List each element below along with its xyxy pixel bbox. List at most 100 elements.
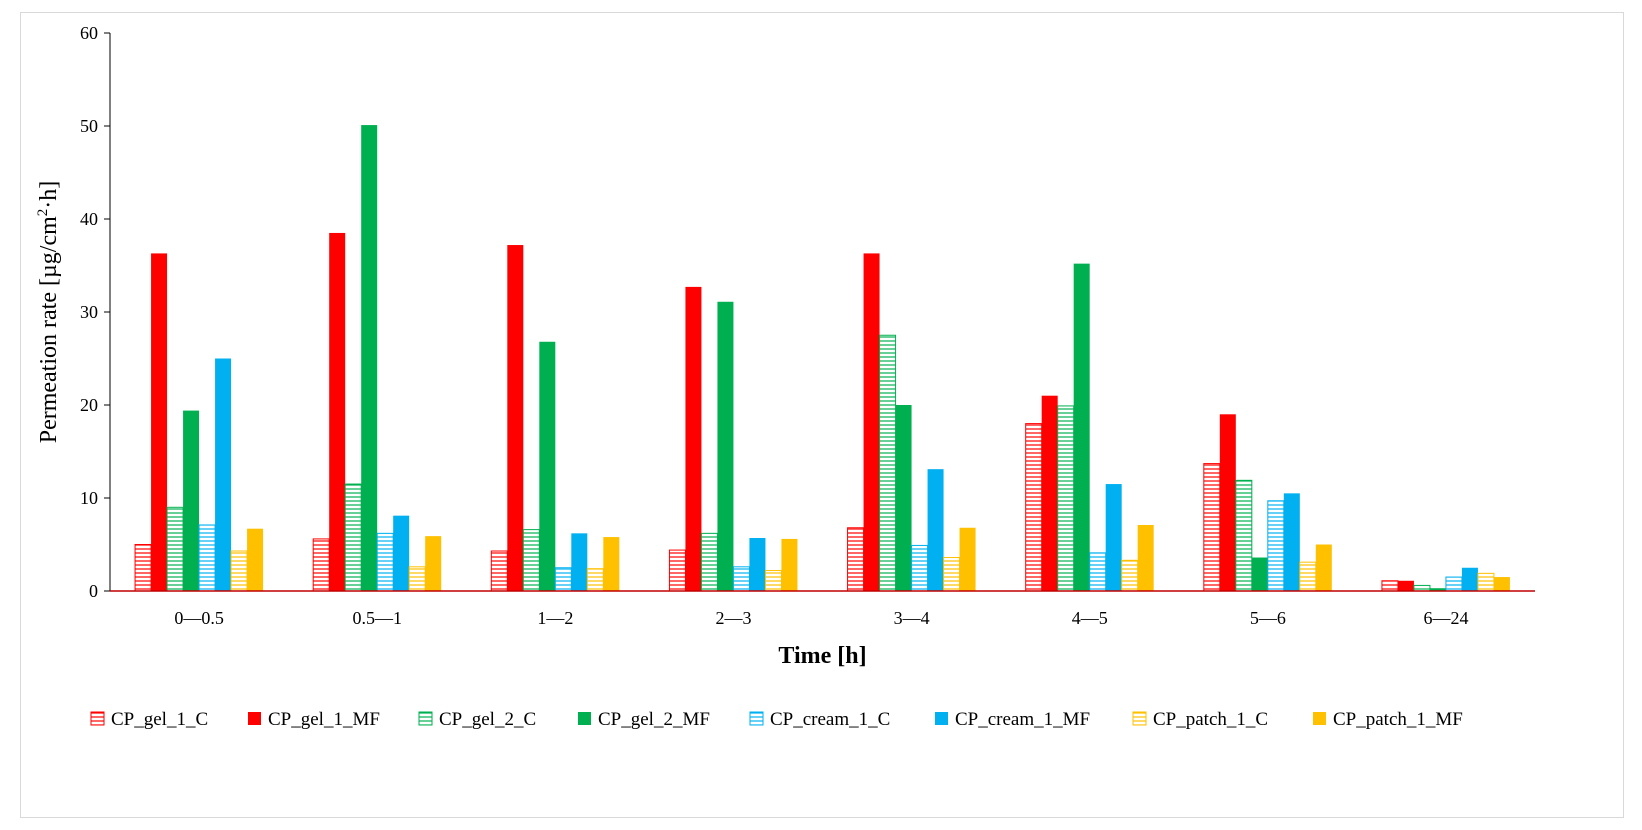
bar-CP_gel_2_C-6 <box>1235 479 1253 592</box>
y-axis-title-superscript: 2 <box>35 209 51 217</box>
y-tick-label: 0 <box>89 581 98 601</box>
bar-CP_patch_1_MF-7 <box>1493 577 1510 591</box>
bar-CP_gel_1_C-4 <box>847 527 865 592</box>
bar-CP_gel_1_MF-4 <box>863 253 880 591</box>
bar-CP_gel_1_C-1 <box>312 538 330 592</box>
bar-CP_gel_2_C-5 <box>1057 405 1075 592</box>
legend-label: CP_cream_1_MF <box>955 709 1090 730</box>
bar-CP_cream_1_C-2 <box>554 567 572 592</box>
bar-CP_cream_1_C-3 <box>732 566 750 592</box>
legend-label: CP_gel_1_MF <box>268 709 380 730</box>
bar-CP_cream_1_MF-3 <box>749 537 766 591</box>
legend-item-CP_patch_1_MF: CP_patch_1_MF <box>1313 709 1463 730</box>
x-tick-label: 6—24 <box>1423 608 1468 628</box>
bar-CP_cream_1_C-4 <box>911 544 929 592</box>
bar-CP_patch_1_MF-3 <box>781 538 798 591</box>
bar-CP_gel_1_C-0 <box>134 544 152 592</box>
bar-CP_patch_1_MF-6 <box>1315 544 1332 591</box>
bar-CP_patch_1_C-0 <box>230 550 248 592</box>
bar-CP_gel_2_C-0 <box>166 506 184 592</box>
y-tick-label: 60 <box>80 23 98 43</box>
y-tick-label: 10 <box>80 488 98 508</box>
bar-CP_gel_2_MF-3 <box>717 301 734 591</box>
legend-item-CP_gel_1_MF: CP_gel_1_MF <box>248 709 380 730</box>
bar-CP_cream_1_C-5 <box>1089 552 1107 592</box>
x-tick-label: 0.5—1 <box>352 608 402 628</box>
legend-item-CP_patch_1_C: CP_patch_1_C <box>1132 709 1268 730</box>
bar-CP_gel_1_MF-5 <box>1041 395 1058 591</box>
y-axis-title-suffix: ·h] <box>36 181 62 209</box>
bar-CP_gel_2_C-1 <box>344 483 362 592</box>
legend-swatch <box>1132 711 1147 726</box>
y-tick-label: 30 <box>80 302 98 322</box>
bar-CP_gel_1_C-2 <box>490 550 508 592</box>
legend-swatch <box>248 712 261 725</box>
bar-CP_patch_1_C-1 <box>408 566 426 592</box>
legend-swatch <box>1313 712 1326 725</box>
bar-CP_gel_2_C-3 <box>700 532 718 592</box>
bar-CP_patch_1_C-6 <box>1299 561 1317 592</box>
legend-label: CP_gel_2_C <box>439 709 536 730</box>
bar-CP_cream_1_C-0 <box>198 524 216 592</box>
legend-item-CP_gel_1_C: CP_gel_1_C <box>90 709 208 730</box>
bar-CP_cream_1_MF-4 <box>927 469 944 591</box>
bar-CP_patch_1_C-2 <box>586 568 604 592</box>
x-tick-label: 5—6 <box>1250 608 1286 628</box>
legend-swatch <box>749 711 764 726</box>
bar-CP_gel_1_C-6 <box>1203 463 1221 592</box>
bar-CP_patch_1_MF-4 <box>959 527 976 591</box>
bar-CP_gel_2_C-4 <box>879 334 897 592</box>
legend-item-CP_cream_1_C: CP_cream_1_C <box>749 709 890 730</box>
x-axis-ticks: 0—0.5 0.5—1 1—2 2—3 3—4 4—5 5—6 6—24 <box>174 608 1468 628</box>
y-axis-title-main: Permeation rate [µg/cm <box>36 216 62 443</box>
bar-CP_gel_2_MF-6 <box>1251 557 1268 591</box>
bar-CP_gel_2_C-2 <box>522 529 540 592</box>
legend-swatch <box>935 712 948 725</box>
y-axis-ticks: 0 10 20 30 40 50 60 <box>80 23 110 601</box>
x-tick-label: 2—3 <box>715 608 751 628</box>
bar-CP_gel_1_MF-2 <box>507 245 524 592</box>
bar-CP_cream_1_C-7 <box>1445 576 1463 592</box>
bar-CP_gel_2_MF-5 <box>1073 263 1090 591</box>
bar-CP_cream_1_MF-0 <box>215 358 232 591</box>
y-tick-label: 40 <box>80 209 98 229</box>
bar-CP_gel_2_MF-4 <box>895 405 912 591</box>
bar-CP_gel_2_MF-1 <box>361 125 378 591</box>
bar-CP_gel_1_C-5 <box>1025 423 1043 592</box>
legend-label: CP_patch_1_MF <box>1333 709 1463 730</box>
x-tick-label: 4—5 <box>1072 608 1108 628</box>
bar-CP_cream_1_MF-6 <box>1283 493 1300 591</box>
legend: CP_gel_1_C CP_gel_1_MF CP_gel_2_C CP_gel_2_… <box>90 709 1463 730</box>
y-tick-label: 50 <box>80 116 98 136</box>
bar-CP_gel_1_MF-7 <box>1397 580 1414 591</box>
bar-CP_gel_1_MF-1 <box>329 232 346 591</box>
y-axis-title: Permeation rate [µg/cm2·h] <box>35 181 62 444</box>
legend-item-CP_cream_1_MF: CP_cream_1_MF <box>935 709 1090 730</box>
bar-CP_patch_1_MF-0 <box>247 528 264 591</box>
bar-CP_patch_1_C-3 <box>764 570 782 592</box>
x-tick-label: 0—0.5 <box>174 608 224 628</box>
legend-label: CP_gel_2_MF <box>598 709 710 730</box>
bar-CP_patch_1_C-5 <box>1121 559 1139 592</box>
legend-swatch <box>578 712 591 725</box>
bar-CP_cream_1_MF-2 <box>571 533 588 591</box>
bar-CP_patch_1_MF-5 <box>1137 524 1154 591</box>
legend-swatch <box>418 711 433 726</box>
legend-swatch <box>90 711 105 726</box>
chart-frame <box>20 12 1624 818</box>
bars-group <box>134 125 1510 592</box>
bar-CP_gel_1_C-3 <box>668 549 686 592</box>
legend-label: CP_gel_1_C <box>111 709 208 730</box>
y-tick-label: 20 <box>80 395 98 415</box>
legend-label: CP_patch_1_C <box>1153 709 1268 730</box>
bar-CP_cream_1_MF-1 <box>393 515 410 591</box>
bar-CP_patch_1_MF-1 <box>425 536 442 591</box>
bar-CP_cream_1_C-1 <box>376 532 394 592</box>
legend-item-CP_gel_2_MF: CP_gel_2_MF <box>578 709 710 730</box>
bar-CP_patch_1_MF-2 <box>603 537 620 591</box>
bar-CP_gel_2_C-7 <box>1413 584 1431 592</box>
bar-CP_gel_2_MF-0 <box>183 410 200 591</box>
bar-CP_cream_1_MF-5 <box>1105 484 1122 591</box>
bar-CP_gel_1_MF-3 <box>685 286 702 591</box>
bar-CP_gel_1_C-7 <box>1381 580 1399 592</box>
